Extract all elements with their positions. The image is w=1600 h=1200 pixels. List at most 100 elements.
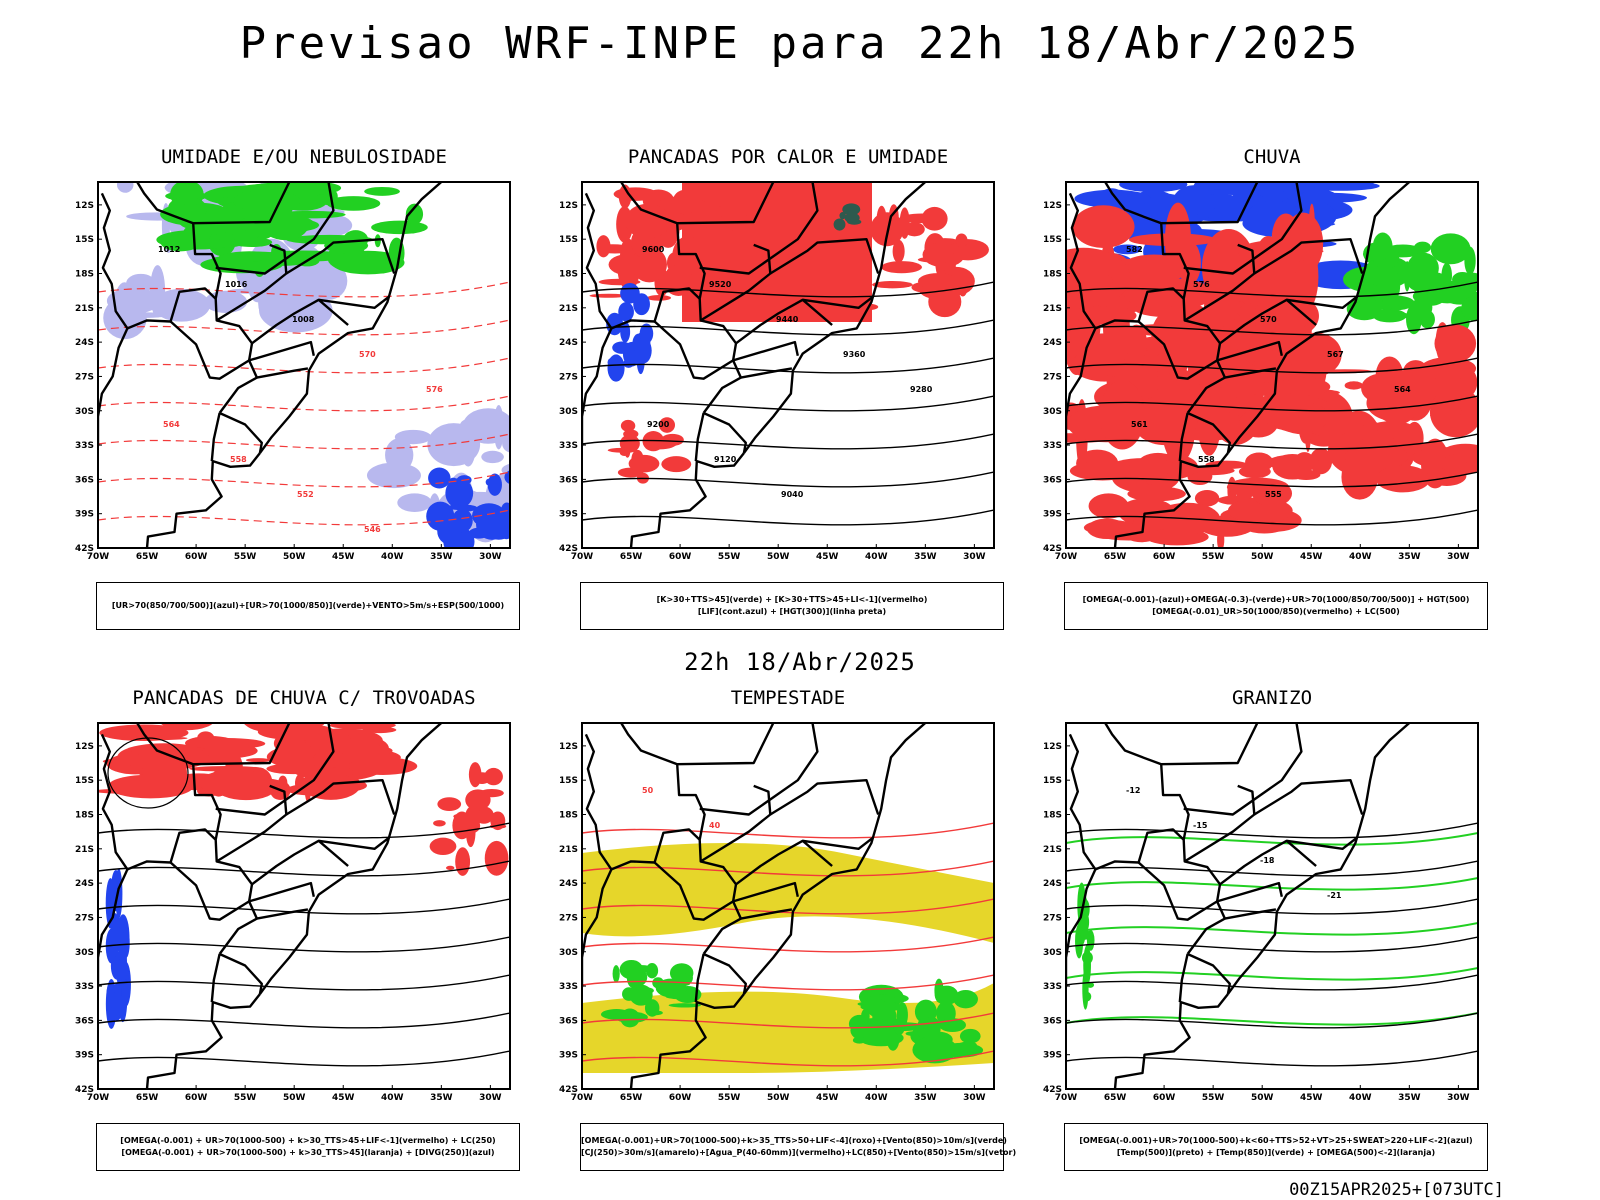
height-contour [1066, 898, 1478, 915]
storm-rain-shade [245, 758, 271, 763]
contour-label: 1012 [158, 245, 180, 254]
contour-label: -12 [1126, 786, 1140, 795]
rain-shade [1344, 381, 1364, 390]
legend-box: [OMEGA(-0.001) + UR>70(1000-500) + k>30_… [96, 1123, 520, 1171]
rain-shade [1123, 278, 1216, 310]
lat-tick-label: 39S [1043, 1051, 1062, 1061]
lon-tick-label: 35W [1398, 552, 1421, 562]
legend-line: [OMEGA(-0.001) + UR>70(1000-500) + k>30_… [120, 1136, 496, 1145]
country-border [1104, 182, 1227, 414]
instability-shade [624, 440, 631, 458]
wind-850-shade [626, 968, 642, 989]
rain-shade [1291, 469, 1321, 480]
lat-tick-label: 30S [75, 407, 94, 417]
country-border [318, 836, 391, 850]
country-border [98, 327, 129, 455]
country-border [732, 340, 799, 362]
instability-shade [845, 261, 870, 283]
lat-tick-label: 36S [559, 475, 578, 485]
storm-rain-shade [484, 840, 509, 876]
lon-tick-label: 30W [963, 552, 986, 562]
omega-strong-shade [1363, 248, 1390, 261]
height-contour [582, 936, 994, 953]
height-contour [582, 433, 994, 450]
storm-rain-shade [452, 811, 472, 840]
country-border [1253, 238, 1364, 275]
instability-shade [661, 433, 684, 446]
storm-rain-shade [429, 837, 457, 855]
storm-rain-shade [455, 847, 471, 876]
low-humidity-shade [249, 260, 303, 266]
country-border [1226, 182, 1411, 454]
country-border [248, 340, 315, 362]
instability-shade [929, 242, 958, 256]
lif-contour [618, 302, 634, 322]
country-border [169, 287, 250, 380]
contour-label: 1016 [225, 280, 248, 289]
wind-850-shade [953, 989, 978, 1009]
instability-shade [658, 417, 676, 433]
lat-tick-label: 39S [1043, 510, 1062, 520]
rain-shade [1120, 254, 1188, 284]
contour-label: 9600 [642, 245, 665, 254]
wind-850-shade [683, 972, 693, 984]
lat-tick-label: 21S [1043, 304, 1062, 314]
panel-title: GRANIZO [1231, 687, 1313, 709]
rain-shade [1066, 270, 1113, 293]
country-border [653, 287, 734, 380]
lat-tick-label: 27S [75, 372, 94, 382]
storm-rain-shade [266, 763, 321, 775]
divergence-shade [116, 958, 128, 989]
height-contour [582, 860, 994, 877]
lon-tick-label: 70W [1055, 1093, 1078, 1103]
wind-850-shade [959, 1028, 981, 1044]
humidity-shade [106, 287, 161, 314]
low-humidity-shade [176, 203, 205, 229]
humidity-shade [458, 419, 475, 442]
country-border [735, 839, 833, 886]
country-border [620, 182, 743, 414]
lon-tick-label: 30W [1447, 552, 1470, 562]
rain-shade [1290, 332, 1342, 377]
country-border [1219, 839, 1317, 886]
lat-tick-label: 18S [75, 270, 94, 280]
contour-label: 582 [1126, 245, 1143, 254]
lon-tick-label: 50W [283, 552, 306, 562]
lif-contour [612, 341, 632, 354]
lon-tick-label: 55W [1202, 552, 1225, 562]
contour-label: 558 [1198, 455, 1215, 464]
lat-tick-label: 42S [75, 1085, 94, 1095]
rain-shade [1069, 461, 1136, 481]
country-border [700, 784, 772, 863]
country-border [1286, 836, 1359, 850]
country-border [1216, 340, 1283, 362]
storm-rain-shade [348, 757, 418, 775]
humidity-shade [476, 509, 509, 540]
lat-tick-label: 36S [75, 1016, 94, 1026]
height-contour [1066, 860, 1478, 877]
instability-shade [917, 273, 958, 290]
panel-title: PANCADAS DE CHUVA C/ TROVOADAS [132, 687, 476, 709]
lat-tick-label: 15S [1043, 776, 1062, 786]
country-border [1226, 723, 1411, 995]
temp850-contour [1066, 1012, 1478, 1026]
wind-850-shade [922, 1016, 941, 1042]
lon-tick-label: 40W [381, 552, 404, 562]
wind-850-shade [644, 999, 660, 1017]
storm-rain-shade [339, 744, 393, 757]
instability-shade [876, 205, 887, 235]
country-border [699, 182, 819, 275]
humidity-shade [502, 434, 510, 453]
storm-rain-shade [437, 797, 462, 812]
height-contour [1066, 319, 1478, 336]
height-contour [582, 1012, 994, 1029]
contour-label: 576 [426, 385, 443, 394]
instability-shade [672, 189, 699, 215]
height-contour [98, 433, 510, 450]
lat-tick-label: 33S [75, 441, 94, 451]
lat-tick-label: 21S [559, 304, 578, 314]
country-border [216, 243, 288, 322]
height-contour [1066, 433, 1478, 450]
omega-strong-shade [1382, 297, 1393, 311]
lon-tick-label: 70W [87, 1093, 110, 1103]
